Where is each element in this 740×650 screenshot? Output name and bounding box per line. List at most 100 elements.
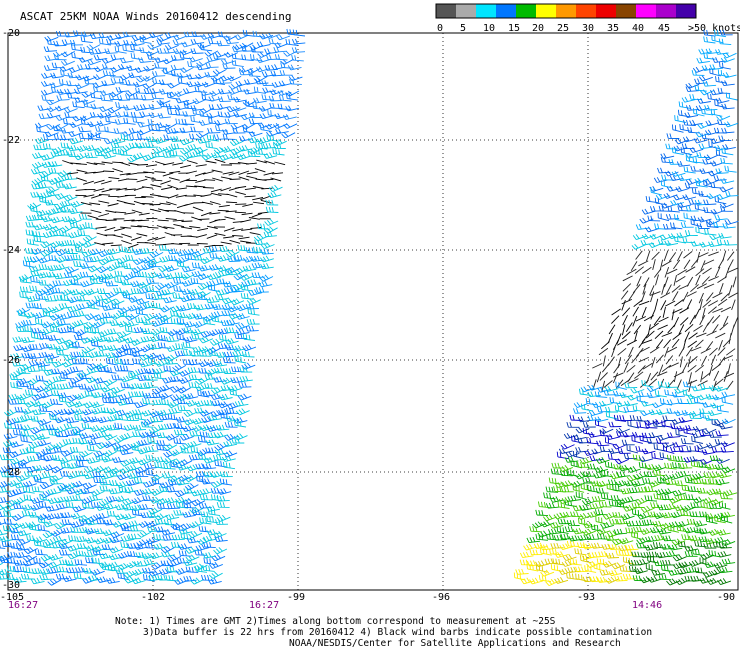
wind-barb	[673, 259, 681, 270]
wind-barb	[713, 29, 727, 38]
wind-barb	[141, 418, 156, 427]
wind-barb	[643, 315, 654, 322]
wind-barb	[669, 175, 684, 182]
wind-barb	[68, 535, 81, 542]
wind-barb	[10, 352, 25, 360]
wind-barb	[695, 339, 704, 348]
wind-barb	[103, 519, 118, 526]
wind-barb	[687, 486, 701, 492]
wind-barb	[664, 382, 678, 388]
wind-barb	[232, 228, 244, 232]
wind-barb	[113, 128, 127, 134]
wind-barb	[64, 112, 78, 118]
wind-barb	[235, 186, 247, 189]
wind-barb	[114, 503, 129, 511]
wind-barb	[585, 534, 600, 541]
wind-barb	[117, 393, 132, 401]
wind-barb	[703, 283, 715, 289]
wind-barb	[235, 328, 250, 336]
wind-barb	[55, 30, 69, 37]
wind-barb	[206, 225, 218, 230]
wind-barb	[275, 128, 289, 135]
wind-barb	[80, 280, 95, 288]
wind-barb	[634, 266, 644, 274]
wind-barb	[7, 480, 22, 488]
wind-barb	[61, 288, 76, 296]
wind-barb	[138, 57, 152, 63]
wind-barb	[133, 200, 145, 206]
wind-barb	[97, 335, 111, 342]
wind-barb	[217, 96, 231, 102]
wind-barb	[37, 105, 51, 111]
wind-barb	[649, 185, 664, 192]
wind-barb	[163, 519, 177, 526]
wind-barb	[162, 172, 174, 177]
wind-barb	[252, 103, 265, 110]
wind-barb	[54, 202, 69, 210]
wind-barb	[55, 337, 70, 345]
wind-barb	[92, 314, 107, 321]
wind-barb	[10, 534, 24, 541]
wind-barb	[130, 271, 144, 278]
wind-barb	[108, 480, 122, 486]
wind-barb	[120, 145, 134, 153]
wind-barb	[198, 119, 213, 126]
wind-barb	[167, 554, 182, 562]
wind-barb	[718, 542, 732, 549]
wind-barb	[146, 136, 160, 143]
wind-barb	[119, 466, 134, 475]
wind-barb	[708, 528, 723, 536]
wind-barb	[666, 346, 678, 353]
wind-barb	[32, 312, 47, 319]
wind-barb	[668, 362, 679, 368]
wind-barb	[675, 520, 690, 528]
wind-barb	[165, 217, 177, 221]
wind-barb	[625, 322, 633, 332]
wind-barb	[130, 52, 143, 61]
wind-barb	[238, 69, 252, 76]
wind-barb	[173, 285, 186, 293]
wind-barb	[163, 463, 176, 470]
wind-barb	[144, 241, 156, 245]
wind-barb	[225, 250, 240, 258]
wind-barb	[67, 296, 82, 304]
wind-barb	[35, 293, 48, 301]
wind-barb	[676, 251, 683, 262]
wind-barb	[676, 232, 691, 239]
wind-barb	[616, 501, 629, 508]
wind-barb	[67, 552, 82, 560]
wind-barb	[721, 147, 734, 156]
wind-barb	[573, 402, 588, 409]
wind-barb	[10, 542, 23, 550]
wind-barb	[238, 236, 250, 240]
wind-barb	[50, 383, 64, 390]
wind-barb	[63, 194, 78, 202]
wind-barb	[69, 222, 83, 229]
wind-barb	[214, 431, 229, 439]
wind-barb	[142, 83, 157, 90]
wind-barb	[658, 316, 669, 323]
wind-barb	[145, 142, 159, 148]
wind-barb	[67, 172, 79, 175]
wind-barb	[20, 430, 34, 437]
wind-barb	[640, 551, 654, 558]
wind-barb	[637, 512, 652, 520]
wind-barb	[702, 158, 716, 165]
wind-barb	[163, 365, 176, 373]
wind-barb	[147, 436, 160, 445]
wind-barb	[263, 226, 278, 234]
wind-barb	[210, 311, 225, 318]
wind-barb	[211, 169, 223, 173]
wind-barb	[642, 266, 652, 274]
wind-barb	[147, 357, 160, 366]
wind-barb	[49, 230, 63, 237]
wind-barb	[208, 561, 223, 569]
wind-barb	[145, 537, 160, 545]
wind-barb	[188, 531, 203, 539]
wind-barb	[189, 430, 203, 437]
wind-barb	[690, 502, 704, 508]
wind-barb	[248, 118, 262, 125]
wind-barb	[653, 443, 666, 452]
wind-barb	[130, 346, 145, 354]
wind-barb	[628, 346, 634, 358]
